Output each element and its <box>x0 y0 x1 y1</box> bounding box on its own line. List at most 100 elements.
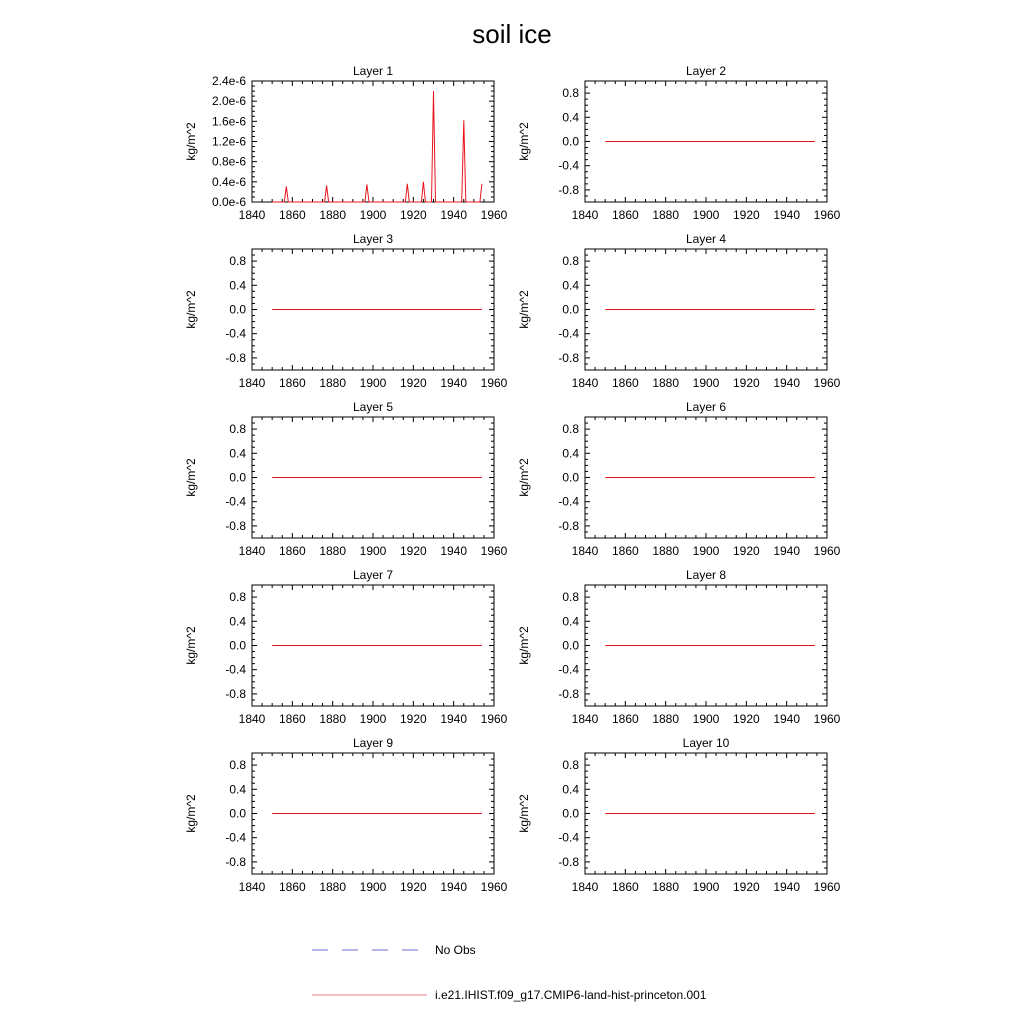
x-tick-label: 1840 <box>239 544 266 558</box>
y-tick-label: 0.8 <box>562 86 579 100</box>
panel-9: Layer 9 1840 1860 1880 1900 1920 1940 1960 -0.8 -… <box>184 736 508 894</box>
y-tick-label: -0.8 <box>558 855 579 869</box>
y-axis-label: kg/m^2 <box>184 290 198 329</box>
x-tick-label: 1900 <box>693 208 720 222</box>
x-tick-label: 1960 <box>481 544 508 558</box>
y-tick-label: -0.8 <box>225 351 246 365</box>
x-tick-label: 1900 <box>360 376 387 390</box>
x-tick-label: 1900 <box>360 880 387 894</box>
x-tick-label: 1960 <box>814 376 841 390</box>
x-tick-label: 1960 <box>814 208 841 222</box>
x-tick-label: 1880 <box>652 376 679 390</box>
y-tick-label: 1.2e-6 <box>212 135 246 149</box>
x-tick-label: 1840 <box>239 880 266 894</box>
y-tick-label: 0.8 <box>229 758 246 772</box>
y-tick-label: 0.4 <box>562 446 579 460</box>
x-tick-label: 1960 <box>481 712 508 726</box>
x-tick-label: 1860 <box>612 376 639 390</box>
x-tick-label: 1940 <box>773 376 800 390</box>
panel-3: Layer 3 1840 1860 1880 1900 1920 1940 1960 -0.8 -… <box>184 232 508 390</box>
x-tick-label: 1920 <box>733 880 760 894</box>
y-tick-label: 0.0 <box>562 303 579 317</box>
y-tick-label: 0.8 <box>562 758 579 772</box>
panel-title: Layer 6 <box>686 400 726 414</box>
x-tick-label: 1960 <box>814 712 841 726</box>
x-tick-label: 1940 <box>773 544 800 558</box>
x-tick-label: 1900 <box>360 544 387 558</box>
y-axis-label: kg/m^2 <box>517 122 531 161</box>
x-tick-label: 1880 <box>319 208 346 222</box>
x-tick-label: 1840 <box>572 544 599 558</box>
legend: No Obs i.e21.IHIST.f09_g17.CMIP6-land-hi… <box>312 943 707 1002</box>
x-tick-label: 1920 <box>400 880 427 894</box>
y-axis-label: kg/m^2 <box>184 122 198 161</box>
legend-label-case: i.e21.IHIST.f09_g17.CMIP6-land-hist-prin… <box>435 988 707 1002</box>
y-tick-label: -0.4 <box>225 327 246 341</box>
panel-title: Layer 2 <box>686 64 726 78</box>
x-tick-label: 1900 <box>360 208 387 222</box>
x-tick-label: 1940 <box>773 712 800 726</box>
x-tick-label: 1940 <box>773 208 800 222</box>
y-tick-label: -0.8 <box>558 687 579 701</box>
x-tick-label: 1940 <box>440 208 467 222</box>
x-tick-label: 1840 <box>572 880 599 894</box>
x-tick-label: 1940 <box>773 880 800 894</box>
y-tick-label: 0.8e-6 <box>212 155 246 169</box>
panel-1: Layer 1 1840 1860 1880 1900 1920 1940 1960 0.0e-… <box>184 64 508 222</box>
x-tick-label: 1900 <box>360 712 387 726</box>
x-tick-label: 1940 <box>440 880 467 894</box>
y-tick-label: 0.4 <box>562 782 579 796</box>
panel-title: Layer 1 <box>353 64 393 78</box>
y-tick-label: -0.4 <box>558 159 579 173</box>
x-tick-label: 1880 <box>652 544 679 558</box>
panel-title: Layer 9 <box>353 736 393 750</box>
y-axis-label: kg/m^2 <box>184 794 198 833</box>
x-tick-label: 1840 <box>239 208 266 222</box>
x-tick-label: 1880 <box>652 880 679 894</box>
x-tick-label: 1860 <box>279 880 306 894</box>
legend-label-no-obs: No Obs <box>435 943 476 957</box>
x-tick-label: 1880 <box>319 544 346 558</box>
y-tick-label: 0.4 <box>562 614 579 628</box>
x-tick-label: 1940 <box>440 376 467 390</box>
y-tick-label: -0.4 <box>558 327 579 341</box>
panel-4: Layer 4 1840 1860 1880 1900 1920 1940 1960 -0.8 -… <box>517 232 841 390</box>
x-tick-label: 1900 <box>693 376 720 390</box>
y-tick-label: -0.8 <box>558 351 579 365</box>
y-tick-label: 0.4 <box>562 278 579 292</box>
y-axis-label: kg/m^2 <box>517 794 531 833</box>
x-tick-label: 1840 <box>572 208 599 222</box>
x-tick-label: 1880 <box>319 376 346 390</box>
x-tick-label: 1840 <box>572 376 599 390</box>
figure-title: soil ice <box>472 19 551 49</box>
y-tick-label: -0.4 <box>558 495 579 509</box>
y-tick-label: -0.4 <box>558 663 579 677</box>
y-tick-label: 0.8 <box>562 254 579 268</box>
x-tick-label: 1840 <box>239 712 266 726</box>
x-tick-label: 1920 <box>733 376 760 390</box>
x-tick-label: 1900 <box>693 880 720 894</box>
panel-5: Layer 5 1840 1860 1880 1900 1920 1940 1960 -0.8 -… <box>184 400 508 558</box>
x-tick-label: 1960 <box>814 544 841 558</box>
y-tick-label: 0.0 <box>562 135 579 149</box>
series-line <box>272 91 483 203</box>
x-tick-label: 1920 <box>400 376 427 390</box>
x-tick-label: 1920 <box>400 712 427 726</box>
y-tick-label: 0.4 <box>229 782 246 796</box>
x-tick-label: 1900 <box>693 544 720 558</box>
x-tick-label: 1860 <box>612 208 639 222</box>
x-tick-label: 1860 <box>612 712 639 726</box>
y-tick-label: 0.8 <box>229 254 246 268</box>
y-tick-label: 0.8 <box>562 422 579 436</box>
x-tick-label: 1880 <box>652 208 679 222</box>
x-tick-label: 1920 <box>400 208 427 222</box>
y-tick-label: 0.8 <box>562 590 579 604</box>
y-tick-label: 0.4 <box>562 110 579 124</box>
y-tick-label: 0.4e-6 <box>212 175 246 189</box>
panel-2: Layer 2 1840 1860 1880 1900 1920 1940 1960 -0.8 -… <box>517 64 841 222</box>
y-axis-label: kg/m^2 <box>517 458 531 497</box>
y-tick-label: -0.8 <box>225 855 246 869</box>
panel-title: Layer 8 <box>686 568 726 582</box>
x-tick-label: 1960 <box>481 376 508 390</box>
y-axis-label: kg/m^2 <box>184 458 198 497</box>
